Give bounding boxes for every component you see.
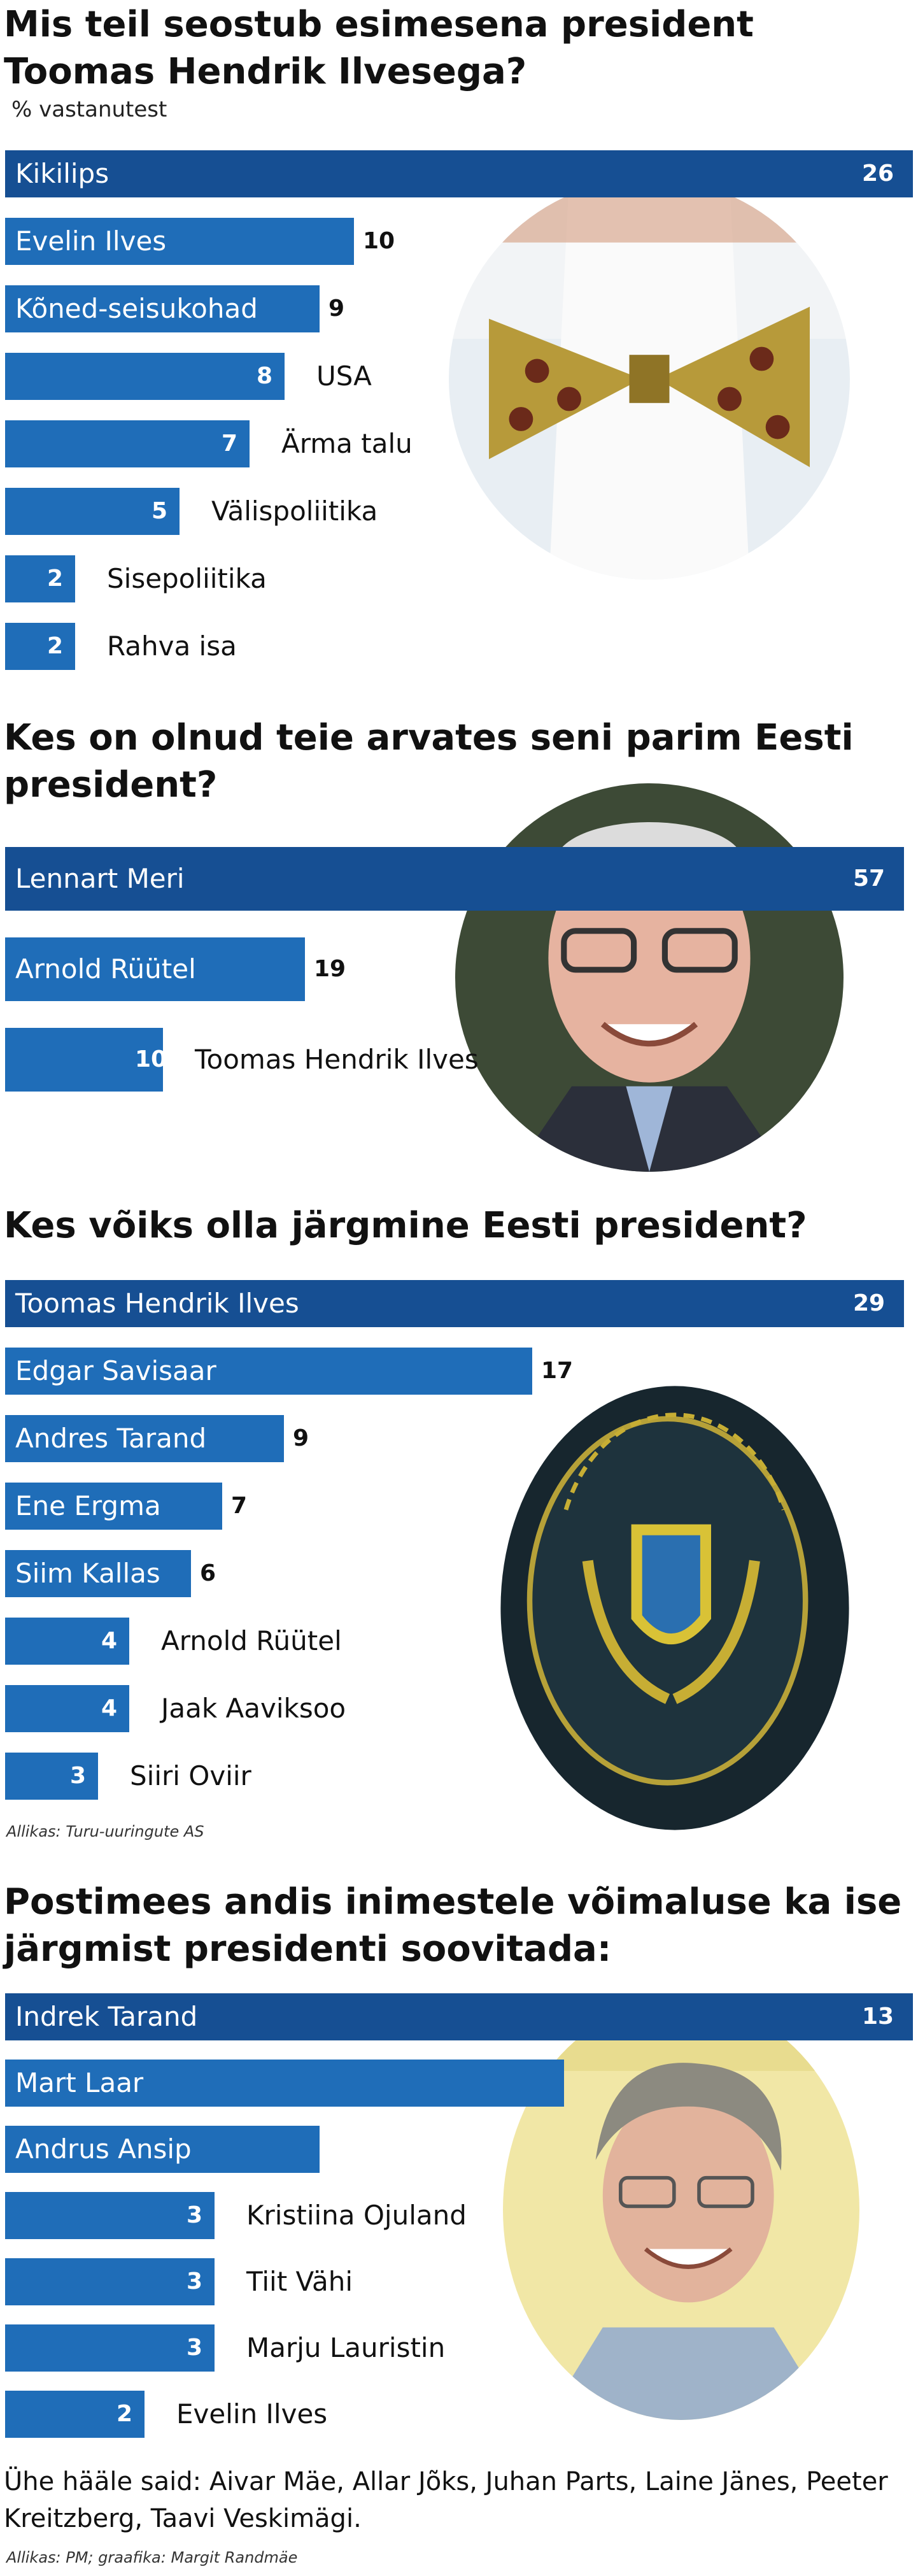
chart3-bar — [5, 1685, 129, 1732]
chart1-value-label: 8 — [257, 363, 273, 389]
chart4-bar — [5, 2324, 215, 2372]
chart1-value-label: 9 — [328, 295, 345, 322]
chart4-category-label: Marju Lauristin — [246, 2332, 446, 2363]
chart1-category-label: Välispoliitika — [211, 495, 378, 527]
chart3-value-label: 17 — [541, 1358, 574, 1384]
chart4-title: Postimees andis inimestele võimaluse ka … — [4, 1881, 902, 1970]
chart1-bar — [5, 555, 75, 602]
chart1-bar — [5, 353, 285, 400]
chart2-category-label: Toomas Hendrik Ilves — [195, 1044, 479, 1075]
chart3-category-label: Jaak Aaviksoo — [161, 1693, 346, 1724]
chart3-bar — [5, 1348, 532, 1395]
chart2-bar — [5, 1028, 163, 1092]
chart4-category-label: Mart Laar — [15, 2067, 144, 2098]
chart4-bar — [5, 2060, 564, 2107]
chart3-source: Allikas: Turu-uuringute AS — [6, 1823, 204, 1840]
chart1-value-label: 26 — [862, 160, 894, 187]
chart4-category-label: Indrek Tarand — [15, 2001, 198, 2032]
chart1-value-label: 7 — [222, 431, 238, 457]
chart4-category-label: Evelin Ilves — [176, 2398, 328, 2430]
chart2-value-label: 10 — [135, 1046, 167, 1072]
chart3-title: Kes võiks olla järgmine Eesti president? — [4, 1205, 807, 1246]
chart2-category-label: Lennart Meri — [15, 863, 185, 894]
chart3-value-label: 4 — [101, 1695, 118, 1721]
chart3-value-label: 29 — [853, 1290, 886, 1316]
chart1-bar — [5, 623, 75, 670]
chart4-bar — [5, 2391, 145, 2438]
chart4-category-label: Tiit Vähi — [246, 2266, 353, 2297]
chart2-bar — [5, 847, 904, 911]
chart3-category-label: Toomas Hendrik Ilves — [15, 1288, 299, 1319]
chart4-bar — [5, 2126, 320, 2173]
chart4-bar — [5, 2258, 215, 2305]
chart1-category-label: Kõned-seisukohad — [15, 293, 258, 324]
chart2-value-label: 19 — [314, 956, 346, 982]
footer-note: Ühe hääle said: Aivar Mäe, Allar Jõks, J… — [4, 2467, 888, 2533]
chart2-title: Kes on olnud teie arvates seni parim Ees… — [4, 717, 854, 806]
chart1-value-label: 10 — [363, 228, 395, 254]
chart3-bar — [5, 1415, 284, 1462]
chart4-value-label: 3 — [187, 2202, 203, 2228]
chart4-value-label: 3 — [187, 2335, 203, 2361]
chart1-value-label: 2 — [47, 633, 64, 659]
chart1-bar — [5, 285, 320, 332]
presidential-seal-photo — [493, 1379, 856, 1837]
chart3-category-label: Andres Tarand — [15, 1423, 207, 1454]
chart1-bar — [5, 420, 250, 467]
chart4-value-label: 13 — [862, 2003, 894, 2030]
chart3-bar — [5, 1280, 904, 1327]
chart3-value-label: 4 — [101, 1628, 118, 1654]
chart1-bar — [5, 218, 354, 265]
chart1-category-label: Ärma talu — [281, 428, 413, 459]
chart4-value-label: 3 — [187, 2268, 203, 2295]
chart3-category-label: Edgar Savisaar — [15, 1355, 216, 1386]
chart4-category-label: Andrus Ansip — [15, 2133, 192, 2165]
chart3-value-label: 6 — [200, 1560, 216, 1586]
chart1-subtitle: % vastanutest — [11, 97, 167, 122]
chart3-category-label: Ene Ergma — [15, 1490, 161, 1521]
chart3-category-label: Siim Kallas — [15, 1558, 160, 1589]
chart4-category-label: Kristiina Ojuland — [246, 2200, 467, 2231]
chart3-category-label: Arnold Rüütel — [161, 1625, 342, 1656]
chart1-category-label: Rahva isa — [107, 630, 237, 662]
chart3-category-label: Siiri Oviir — [130, 1760, 251, 1791]
chart1-category-label: Evelin Ilves — [15, 225, 167, 257]
chart2-category-label: Arnold Rüütel — [15, 953, 196, 985]
chart1-value-label: 5 — [152, 498, 168, 524]
chart1-bar — [5, 150, 913, 197]
chart3-value-label: 3 — [70, 1763, 87, 1789]
chart1-value-label: 2 — [47, 566, 64, 592]
chart1-title: Mis teil seostub esimesena president Too… — [4, 4, 754, 92]
chart3-value-label: 7 — [231, 1493, 248, 1519]
chart1-category-label: USA — [316, 360, 372, 392]
chart4-bar — [5, 2192, 215, 2239]
chart2-value-label: 57 — [853, 865, 886, 892]
chart3-value-label: 9 — [293, 1425, 309, 1451]
chart3-bar — [5, 1753, 98, 1800]
chart3-bar — [5, 1483, 222, 1530]
lennart-meri-photo — [455, 783, 844, 1172]
footer-source: Allikas: PM; graafika: Margit Randmäe — [6, 2549, 298, 2566]
chart1-category-label: Sisepoliitika — [107, 563, 267, 594]
chart3-bar — [5, 1550, 191, 1597]
chart4-bar — [5, 1993, 913, 2040]
chart2-bar — [5, 937, 305, 1001]
chart4-value-label: 2 — [117, 2401, 133, 2427]
chart1-bar — [5, 488, 180, 535]
bowtie-photo — [449, 178, 850, 580]
chart3-bar — [5, 1618, 129, 1665]
chart1-category-label: Kikilips — [15, 158, 109, 189]
